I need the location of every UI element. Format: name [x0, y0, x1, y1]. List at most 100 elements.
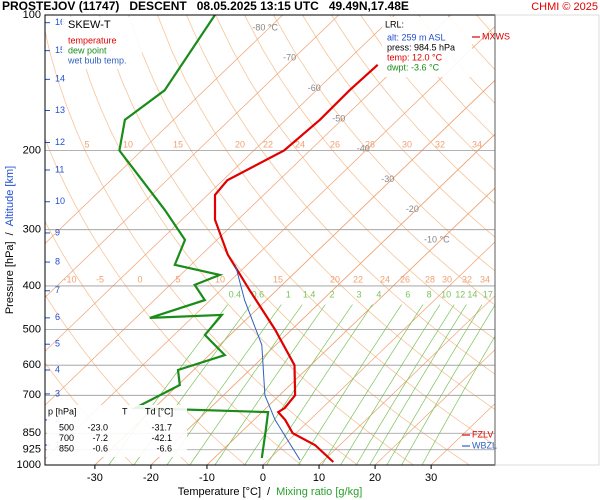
theta-label: 26	[330, 139, 340, 149]
mixing-ratio-label: 0.4	[229, 289, 242, 299]
isotherm	[45, 25, 495, 460]
isotherm	[45, 15, 283, 245]
isotherm-label: -70	[283, 53, 296, 63]
legend-entry: dew point	[68, 45, 107, 55]
table-header: T	[122, 406, 128, 416]
theta-label: 10	[215, 274, 225, 284]
isotherm	[318, 295, 495, 465]
dry-adiabat	[302, 15, 495, 238]
isotherm-label: -60	[308, 83, 321, 93]
dry-adiabat	[535, 15, 600, 465]
mixing-ratio-label: 1.4	[303, 289, 316, 299]
table-header: Td [°C]	[145, 406, 173, 416]
dry-adiabat	[186, 15, 495, 375]
isotherm-label: -10 °C	[424, 234, 450, 244]
isotherm	[374, 349, 495, 465]
theta-label: 24	[380, 274, 390, 284]
mixing-ratio-line	[340, 304, 441, 465]
legend-box	[62, 17, 142, 69]
mixing-ratio-label: 12	[455, 289, 465, 299]
isotherm	[45, 15, 452, 406]
table-cell: 500	[59, 422, 74, 432]
profile-line	[118, 15, 270, 459]
mixing-ratio-label: 6	[405, 289, 410, 299]
theta-label: 30	[442, 274, 452, 284]
x-tick-label: -10	[199, 472, 215, 484]
table-cell: -42.1	[151, 433, 172, 443]
theta-label: 5	[84, 139, 89, 149]
level-label: WBZL	[472, 440, 497, 450]
table-cell: -0.6	[92, 443, 108, 453]
y-tick-label: 1000	[17, 459, 41, 471]
table-cell: 850	[59, 443, 74, 453]
lrl-line: temp: 12.0 °C	[387, 52, 443, 62]
mixing-ratio-line	[355, 304, 455, 465]
theta-label: -10	[63, 274, 76, 284]
mixing-ratio-label: 14	[467, 289, 477, 299]
alt-tick-label: 15	[55, 45, 65, 55]
dry-adiabat	[128, 15, 495, 446]
x-tick-label: 10	[313, 472, 325, 484]
mixing-ratio-line	[244, 304, 353, 465]
theta-label: 22	[353, 274, 363, 284]
alt-tick-label: 6	[55, 312, 60, 322]
mixing-ratio-line	[298, 304, 402, 465]
theta-label: 34	[480, 274, 490, 284]
dry-adiabat	[331, 15, 495, 205]
mixing-ratio-label: 20	[496, 289, 506, 299]
y-axis-label: Pressure [hPa] / Altitude [km]	[4, 166, 16, 314]
alt-tick-label: 8	[55, 256, 60, 266]
profile-line	[234, 264, 301, 461]
alt-tick-label: 5	[55, 339, 60, 349]
mixing-ratio-label: 3	[357, 289, 362, 299]
legend-title: SKEW-T	[68, 19, 111, 31]
y-tick-label: 600	[23, 359, 41, 371]
level-label: FZLV	[472, 429, 493, 439]
credit: CHMI © 2025	[531, 1, 598, 13]
theta-label: 26	[400, 274, 410, 284]
lrl-line: alt: 259 m ASL	[387, 32, 446, 42]
mixing-ratio-label: 25	[514, 289, 524, 299]
alt-tick-label: 4	[55, 364, 60, 374]
theta-label: 32	[462, 274, 472, 284]
theta-label: 5	[175, 274, 180, 284]
x-tick-label: 30	[425, 472, 437, 484]
theta-label: 34	[472, 139, 482, 149]
isotherm-label: -40	[357, 144, 370, 154]
y-tick-label: 850	[23, 427, 41, 439]
mixing-ratio-line	[421, 335, 495, 465]
isotherm	[45, 15, 339, 298]
dry-adiabat	[564, 15, 600, 465]
x-tick-label: 20	[369, 472, 381, 484]
isotherm	[262, 241, 495, 465]
mixing-ratio-line	[386, 304, 483, 465]
alt-tick-label: 14	[55, 74, 65, 84]
mixing-ratio-line	[401, 304, 495, 465]
legend-entry: temperature	[68, 35, 117, 45]
overlay: -80 °C-70-60-50-40-30-20-10 °C1002003004…	[17, 9, 510, 484]
alt-tick-label: 7	[55, 285, 60, 295]
x-tick-label: -20	[143, 472, 159, 484]
table-cell: -6.6	[156, 443, 172, 453]
theta-label: 20	[235, 139, 245, 149]
level-label: MXWS	[482, 31, 510, 41]
y-label-sep: /	[4, 231, 16, 235]
theta-label: 0	[137, 274, 142, 284]
table-cell: -31.7	[151, 422, 172, 432]
theta-label: 32	[435, 139, 445, 149]
isotherm-label: -80 °C	[252, 22, 278, 32]
lrl-title: LRL:	[385, 19, 404, 29]
isotherm-label: -30	[381, 174, 394, 184]
theta-label: 28	[365, 139, 375, 149]
x-axis-label: Temperature [°C] / Mixing ratio [g/kg]	[178, 486, 363, 498]
theta-label: 30	[402, 139, 412, 149]
dry-adiabat	[447, 15, 495, 71]
theta-label: 10	[123, 139, 133, 149]
isotherm	[430, 403, 495, 465]
alt-tick-label: 16	[55, 17, 65, 27]
mixing-ratio-label: 4	[376, 289, 381, 299]
mixing-ratio-line	[189, 304, 303, 465]
y-tick-label: 300	[23, 224, 41, 236]
isotherm	[150, 133, 495, 465]
